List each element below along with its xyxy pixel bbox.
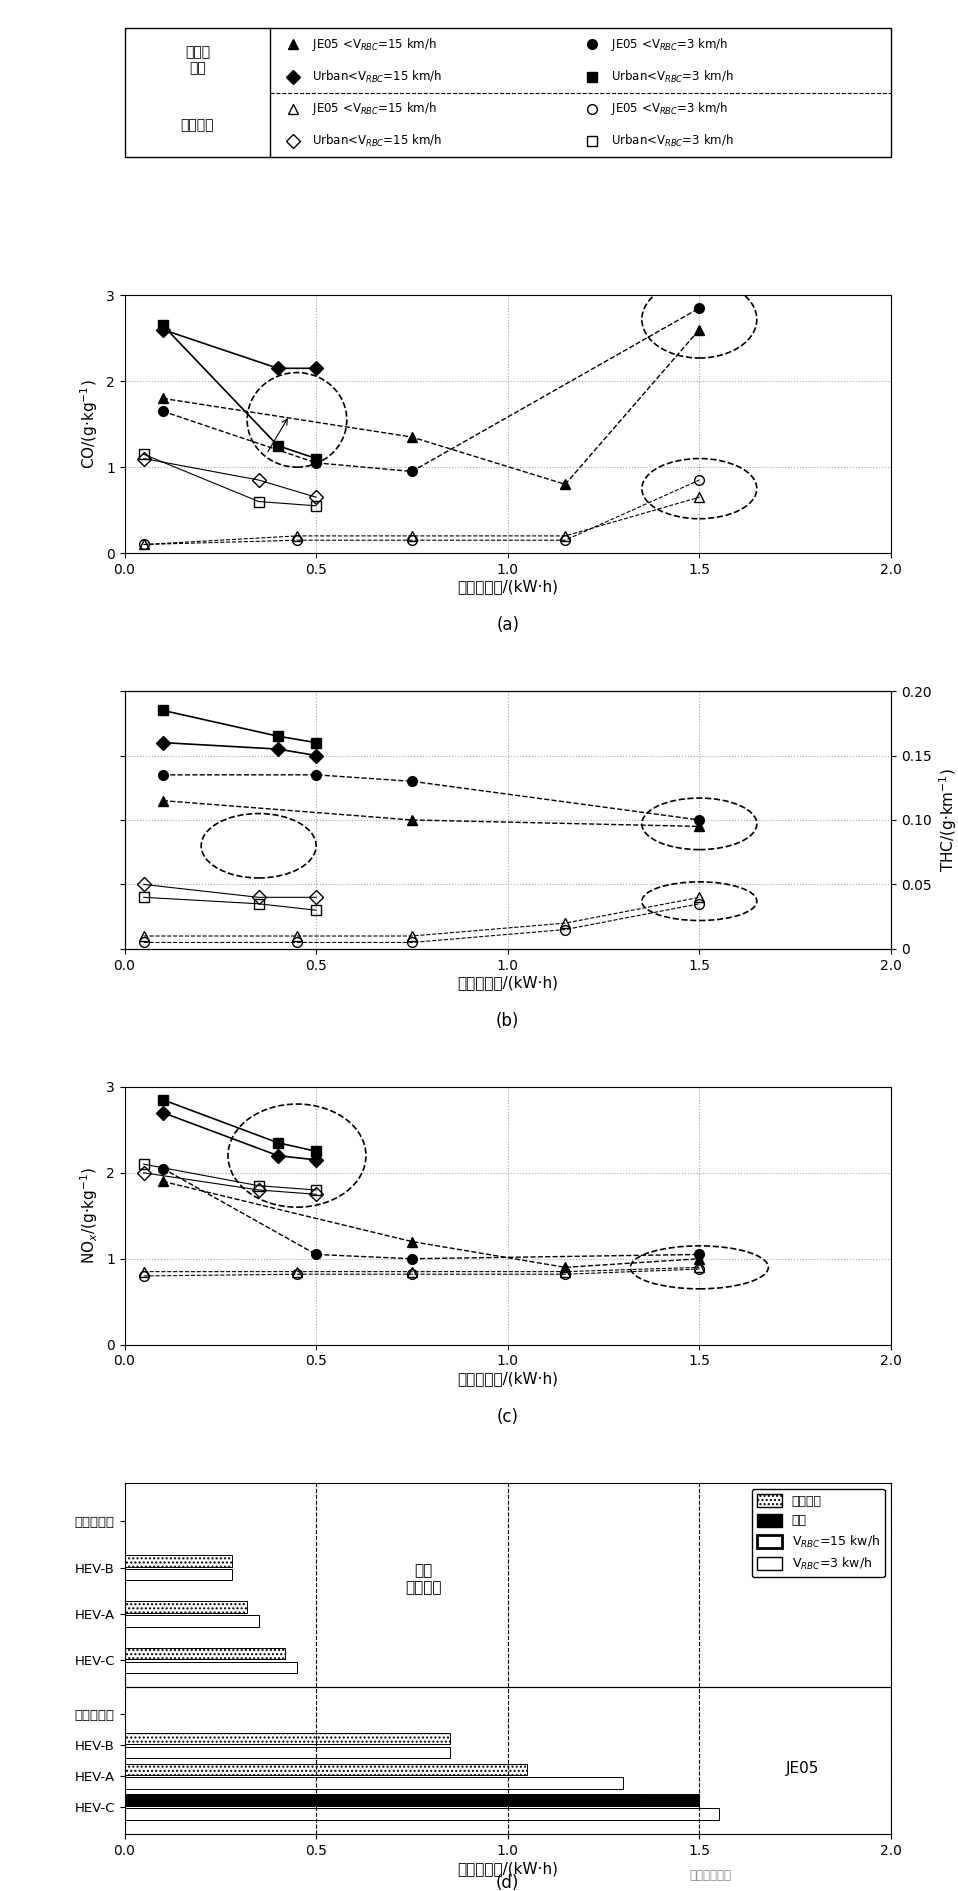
- Text: Urban<V$_{RBC}$=15 km/h: Urban<V$_{RBC}$=15 km/h: [312, 132, 443, 149]
- Text: JE05 <V$_{RBC}$=15 km/h: JE05 <V$_{RBC}$=15 km/h: [312, 100, 437, 117]
- Bar: [125, 1615, 259, 1626]
- X-axis label: 总再生电能/(kW·h): 总再生电能/(kW·h): [457, 1371, 559, 1386]
- Bar: [125, 1732, 450, 1744]
- Text: 排气尾管: 排气尾管: [181, 117, 214, 132]
- Bar: [125, 1808, 718, 1819]
- Text: (b): (b): [496, 1012, 519, 1031]
- X-axis label: 总再生电能/(kW·h): 总再生电能/(kW·h): [457, 976, 559, 991]
- Bar: [125, 1570, 232, 1581]
- Bar: [125, 1747, 450, 1759]
- FancyBboxPatch shape: [125, 28, 891, 157]
- Text: (d): (d): [496, 1874, 519, 1891]
- Bar: [125, 1795, 699, 1806]
- Bar: [125, 1795, 642, 1806]
- Bar: [125, 1764, 527, 1776]
- X-axis label: 总再生电能/(kW·h): 总再生电能/(kW·h): [457, 581, 559, 594]
- Bar: [125, 1602, 247, 1613]
- Y-axis label: THC/(g·km$^{-1}$): THC/(g·km$^{-1}$): [937, 768, 958, 872]
- Legend: 电能再生, 发电, V$_{RBC}$=15 kw/h, V$_{RBC}$=3 kw/h: 电能再生, 发电, V$_{RBC}$=15 kw/h, V$_{RBC}$=3…: [752, 1488, 884, 1577]
- Y-axis label: NO$_x$/(g·kg$^{-1}$): NO$_x$/(g·kg$^{-1}$): [79, 1167, 101, 1265]
- Text: JE05 <V$_{RBC}$=3 km/h: JE05 <V$_{RBC}$=3 km/h: [611, 100, 729, 117]
- Text: Urban<V$_{RBC}$=3 km/h: Urban<V$_{RBC}$=3 km/h: [611, 68, 734, 85]
- Y-axis label: CO/(g·kg$^{-1}$): CO/(g·kg$^{-1}$): [79, 380, 101, 469]
- Bar: [125, 1647, 285, 1658]
- Text: 汽车与新动力: 汽车与新动力: [690, 1868, 732, 1882]
- Bar: [125, 1778, 623, 1789]
- Text: (a): (a): [496, 616, 519, 633]
- Bar: [125, 1662, 297, 1674]
- Text: Urban<V$_{RBC}$=3 km/h: Urban<V$_{RBC}$=3 km/h: [611, 132, 734, 149]
- Text: Urban<V$_{RBC}$=15 km/h: Urban<V$_{RBC}$=15 km/h: [312, 68, 443, 85]
- Text: (c): (c): [497, 1409, 518, 1426]
- Text: JE05: JE05: [787, 1761, 819, 1776]
- Text: 市区
道路工况: 市区 道路工况: [405, 1564, 442, 1596]
- Bar: [125, 1554, 232, 1566]
- Text: JE05 <V$_{RBC}$=15 km/h: JE05 <V$_{RBC}$=15 km/h: [312, 36, 437, 53]
- X-axis label: 总再生电能/(kW·h): 总再生电能/(kW·h): [457, 1861, 559, 1876]
- Text: JE05 <V$_{RBC}$=3 km/h: JE05 <V$_{RBC}$=3 km/h: [611, 36, 729, 53]
- Text: 发动机
外部: 发动机 外部: [185, 45, 210, 76]
